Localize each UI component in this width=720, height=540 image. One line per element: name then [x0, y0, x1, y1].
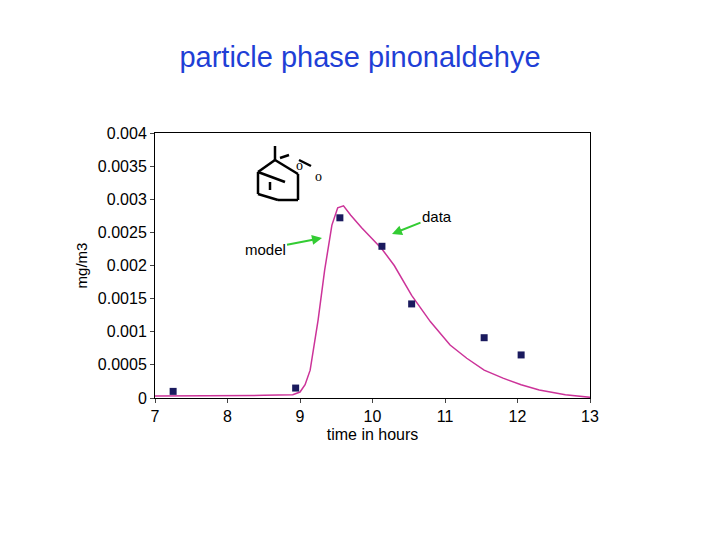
svg-text:0.0035: 0.0035: [98, 158, 147, 175]
svg-text:mg/m3: mg/m3: [73, 243, 90, 289]
svg-text:0.001: 0.001: [107, 323, 147, 340]
svg-text:8: 8: [223, 408, 232, 425]
svg-text:0.0005: 0.0005: [98, 356, 147, 373]
svg-text:0.003: 0.003: [107, 191, 147, 208]
svg-text:data: data: [422, 208, 452, 225]
svg-text:7: 7: [151, 408, 160, 425]
svg-text:0.0025: 0.0025: [98, 224, 147, 241]
svg-text:12: 12: [509, 408, 527, 425]
svg-text:9: 9: [296, 408, 305, 425]
svg-text:0.004: 0.004: [107, 125, 147, 142]
svg-text:0.002: 0.002: [107, 257, 147, 274]
svg-text:11: 11: [437, 408, 454, 425]
svg-text:10: 10: [364, 408, 382, 425]
svg-text:o: o: [296, 158, 303, 173]
svg-text:model: model: [245, 241, 286, 258]
svg-text:time in hours: time in hours: [327, 426, 419, 443]
svg-text:o: o: [315, 169, 322, 184]
svg-text:0: 0: [138, 390, 147, 407]
svg-text:0.0015: 0.0015: [98, 290, 147, 307]
svg-text:particle phase pinonaldehye: particle phase pinonaldehye: [179, 41, 540, 73]
svg-text:13: 13: [581, 408, 599, 425]
